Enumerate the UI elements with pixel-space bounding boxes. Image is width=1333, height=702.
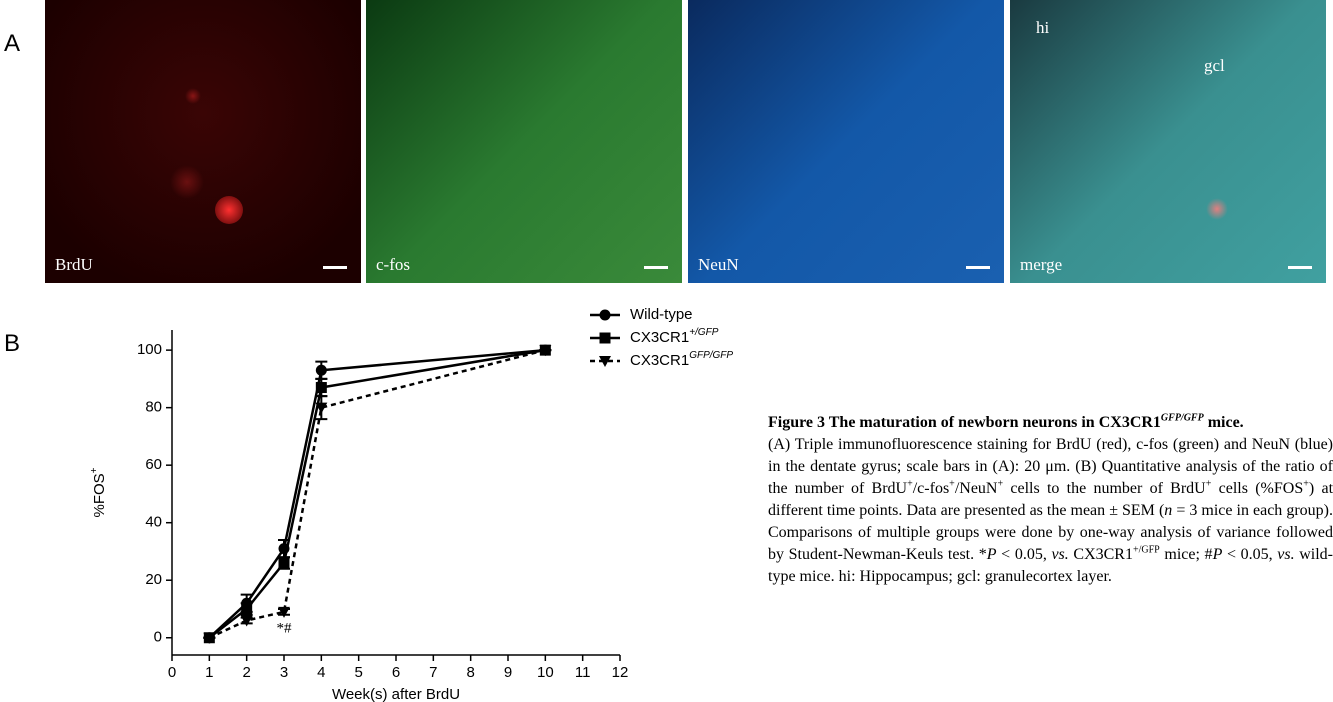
marker (241, 603, 253, 615)
y-tick-label: 40 (145, 514, 162, 531)
marker (203, 632, 216, 644)
legend-label: CX3CR1+/GFP (630, 327, 719, 346)
x-tick-label: 8 (466, 664, 474, 681)
legend-label: CX3CR1GFP/GFP (630, 350, 733, 369)
caption-run: < 0.05, (1222, 546, 1278, 563)
x-tick-label: 1 (205, 664, 213, 681)
caption-run: P (1212, 546, 1223, 563)
caption-run: = 3 mice in each group). Comparisons of … (768, 502, 1333, 563)
y-axis-label-sup: + (89, 467, 100, 473)
x-tick-label: 7 (429, 664, 437, 681)
region-label: hi (1036, 18, 1050, 37)
panel-label: B (4, 330, 21, 357)
y-tick-label: 100 (137, 341, 162, 358)
caption-run: + (907, 478, 913, 490)
micrograph: hi gcl merge (1010, 0, 1326, 283)
legend-name: CX3CR1 (630, 352, 689, 369)
caption-run: mice. (1203, 414, 1244, 431)
scale-bar (966, 266, 990, 269)
marker (315, 402, 328, 414)
y-tick-label: 80 (145, 399, 162, 416)
caption-run: /NeuN (954, 480, 998, 497)
x-tick-label: 11 (575, 664, 591, 681)
caption: Figure 3 The maturation of newborn neuro… (768, 412, 1333, 588)
cell (1206, 198, 1228, 220)
y-axis-label-text: %FOS (91, 473, 108, 517)
cell (170, 165, 204, 199)
x-tick-label: 3 (280, 664, 288, 681)
y-tick-label: 20 (145, 571, 162, 588)
caption-run: mice; # (1159, 546, 1213, 563)
caption-run: vs. (1277, 546, 1295, 563)
marker (599, 356, 611, 367)
x-axis-label: Week(s) after BrdU (332, 686, 460, 702)
marker (278, 606, 290, 618)
caption-run: /c-fos (912, 480, 950, 497)
x-tick-label: 12 (612, 664, 629, 681)
image-label: merge (1020, 255, 1063, 274)
caption-run: cells (%FOS (1211, 480, 1304, 497)
y-tick-label: 0 (154, 629, 162, 646)
y-tick-label: 60 (145, 456, 162, 473)
caption-run: GFP/GFP (1160, 412, 1204, 424)
caption-run: (A) Triple immunofluorescence staining f… (768, 436, 1333, 497)
micrograph: BrdU (45, 0, 361, 283)
caption-run: P (986, 546, 997, 563)
scale-bar (644, 266, 668, 269)
cell (185, 88, 201, 104)
x-tick-label: 2 (242, 664, 250, 681)
scale-bar (323, 266, 347, 269)
caption-run: + (1205, 478, 1212, 490)
micrograph: NeuN (688, 0, 1004, 283)
caption-run: ) at different time points. Data are pre… (768, 480, 1333, 519)
caption-title: Figure 3 The maturation of newborn neuro… (768, 412, 1244, 431)
line (208, 348, 546, 639)
legend-name: Wild-type (630, 306, 693, 323)
x-tick-label: 5 (354, 664, 362, 681)
cell (215, 196, 243, 224)
caption-run: < 0.05, (996, 546, 1052, 563)
x-tick-label: 4 (317, 664, 325, 681)
caption-run: +/GFP (1132, 544, 1160, 556)
marker (315, 364, 327, 376)
x-tick-label: 6 (392, 664, 400, 681)
marker (539, 345, 552, 357)
legend-sup: GFP/GFP (689, 350, 733, 361)
marker (599, 332, 611, 344)
scale-bar (1288, 266, 1312, 269)
caption-body: (A) Triple immunofluorescence staining f… (768, 436, 1333, 585)
caption-run: + (1303, 478, 1309, 490)
image-label: NeuN (698, 255, 739, 274)
image-label: c-fos (376, 255, 410, 274)
caption-run: + (949, 478, 955, 490)
y-axis-label: %FOS+ (89, 467, 108, 517)
image-label: BrdU (55, 255, 93, 274)
marker (278, 557, 290, 569)
marker (599, 309, 611, 321)
annotation: *# (277, 621, 293, 637)
x-tick-label: 0 (168, 664, 176, 681)
caption-run: n (1164, 502, 1173, 519)
micrograph: c-fos (366, 0, 682, 283)
marker (240, 615, 253, 627)
legend-name: CX3CR1 (630, 329, 689, 346)
x-tick-label: 9 (504, 664, 512, 681)
caption-run: Figure 3 The maturation of newborn neuro… (768, 414, 1161, 431)
caption-run: wild-type mice. hi: Hippocampus; gcl: gr… (768, 546, 1333, 585)
region-label: gcl (1204, 56, 1225, 75)
marker (315, 382, 327, 394)
caption-run: vs. (1051, 546, 1069, 563)
caption-run: + (997, 478, 1004, 490)
caption-run: cells to the number of BrdU (1003, 480, 1206, 497)
x-tick-label: 10 (537, 664, 554, 681)
panel-label: A (4, 30, 21, 57)
caption-run: CX3CR1 (1068, 546, 1133, 563)
legend-sup: +/GFP (689, 327, 719, 338)
legend-label: Wild-type (630, 306, 693, 323)
